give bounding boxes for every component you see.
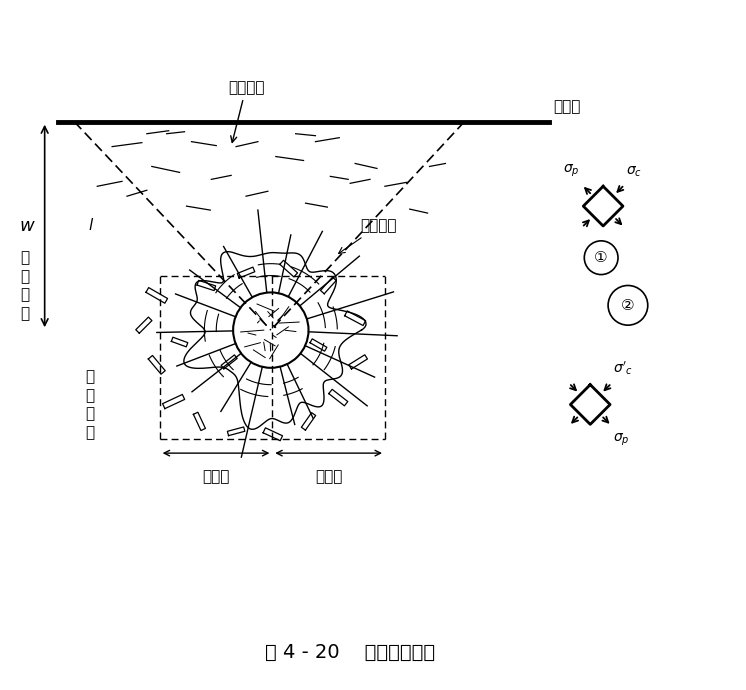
Text: l: l — [88, 219, 93, 233]
Text: $\sigma'_c$: $\sigma'_c$ — [613, 359, 633, 377]
Text: 自由面: 自由面 — [554, 99, 581, 114]
Text: $\sigma_p$: $\sigma_p$ — [563, 163, 580, 179]
Text: 拉断裂缝: 拉断裂缝 — [339, 219, 397, 253]
Text: 破碎区: 破碎区 — [315, 469, 342, 484]
Text: 粉碎区: 粉碎区 — [202, 469, 230, 484]
Text: w: w — [19, 217, 34, 235]
Text: ②: ② — [621, 298, 635, 313]
Text: $\sigma_p$: $\sigma_p$ — [613, 432, 630, 448]
Text: 图 4 - 20    爆炸碎岩机理: 图 4 - 20 爆炸碎岩机理 — [265, 643, 435, 662]
Text: 环
向
裂
缝: 环 向 裂 缝 — [86, 369, 95, 440]
Text: $\sigma_c$: $\sigma_c$ — [627, 164, 642, 179]
Text: 径
向
裂
缝: 径 向 裂 缝 — [20, 250, 29, 321]
Text: 爆破漏斗: 爆破漏斗 — [228, 80, 264, 142]
Text: ①: ① — [595, 250, 608, 265]
